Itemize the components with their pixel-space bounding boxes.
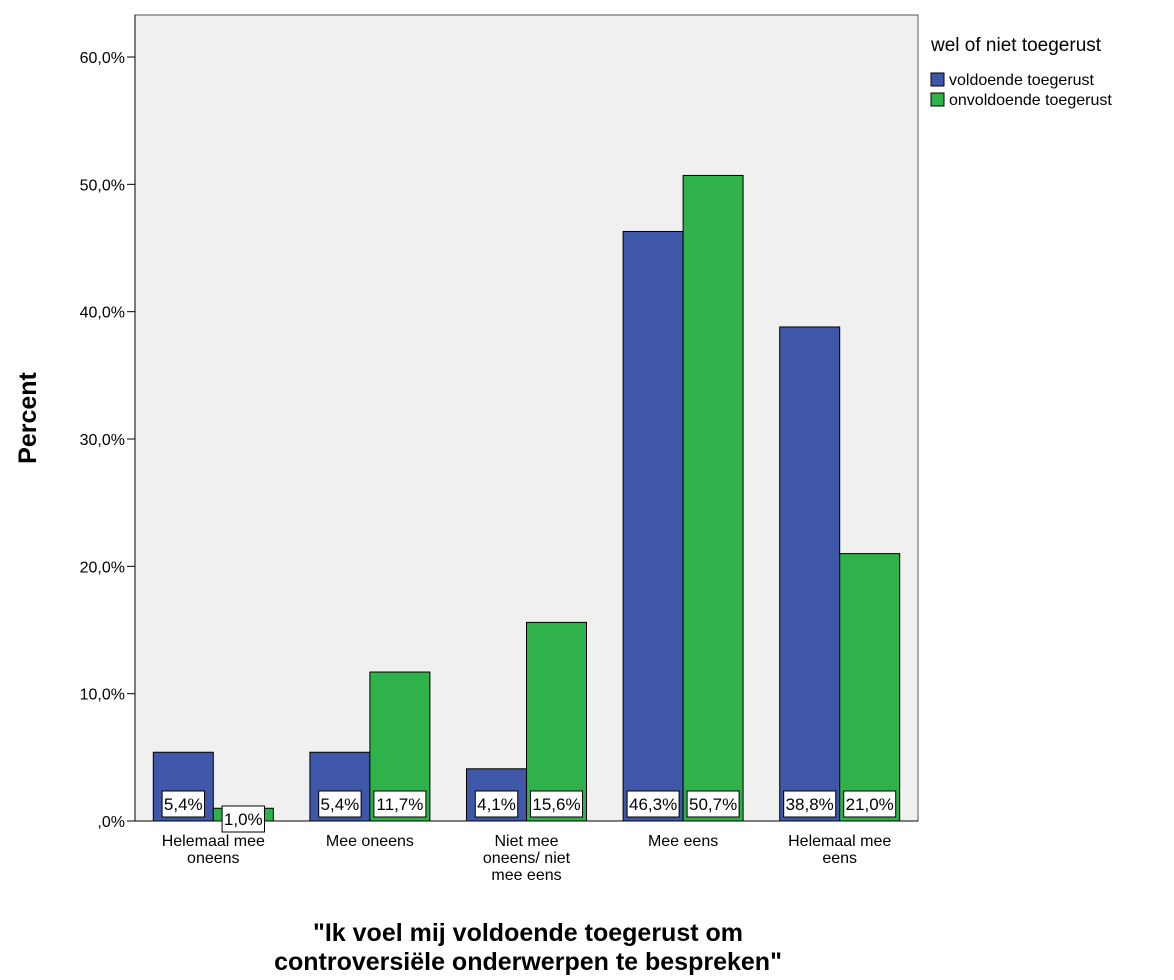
legend-label: voldoende toegerust [949,72,1095,89]
data-label: 38,8% [786,795,834,814]
bar-onvoldoende [682,174,744,822]
data-label-box [686,790,740,818]
data-label-box [626,790,680,818]
data-label-box [318,790,362,818]
data-label: 21,0% [846,795,894,814]
y-tick-label: 50,0% [80,177,125,194]
data-label-box [373,790,427,818]
x-category-label: oneens/ niet [483,850,571,867]
x-axis-title-line-2: controversiële onderwerpen te bespreken" [274,948,782,976]
data-label: 4,1% [477,795,516,814]
legend-swatch [930,92,945,107]
data-label-box [843,790,897,818]
legend-title: wel of niet toegerust [930,35,1102,56]
y-tick-label: 40,0% [80,305,125,322]
bar-voldoende [622,230,684,822]
y-ticks-layer: ,0% 10,0% 20,0% 30,0% 40,0% 50,0% 60,0% [80,50,135,831]
y-tick-label: 10,0% [80,687,125,704]
data-label-box [783,790,837,818]
y-tick-label: 20,0% [80,559,125,576]
data-label-box [221,805,266,833]
data-label: 15,6% [532,795,580,814]
x-category-label: Mee oneens [326,833,414,850]
data-label: 1,0% [224,810,263,829]
y-tick-label: 30,0% [80,432,125,449]
data-label-box [530,790,583,818]
data-label-box [474,790,519,818]
data-label: 50,7% [689,795,737,814]
x-category-label: eens [822,850,857,867]
data-label: 5,4% [164,795,203,814]
bar-onvoldoende [839,553,901,822]
x-category-label: oneens [187,850,240,867]
data-label-box [161,790,206,818]
data-label: 11,7% [376,795,423,814]
bar-voldoende [779,326,841,822]
legend-label: onvoldoende toegerust [949,92,1112,109]
y-axis-title: Percent [14,371,42,463]
legend-swatch [930,72,945,87]
x-category-label: Helemaal mee [162,833,265,850]
x-category-label: Helemaal mee [788,833,891,850]
y-tick-label: 60,0% [80,50,125,67]
data-labels-layer: 5,4% 1,0% 5,4% 11,7% 4,1% 15,6% 46,3% 50,7% 38,8… [161,790,897,833]
y-tick-label: ,0% [97,814,125,831]
x-category-label: mee eens [491,867,561,884]
legend: wel of niet toegerust voldoende toegerus… [930,35,1112,109]
data-label: 5,4% [321,795,360,814]
x-axis-title-line-1: "Ik voel mij voldoende toegerust om [313,919,743,947]
data-label: 46,3% [629,795,677,814]
x-category-label: Niet mee [494,833,558,850]
x-category-label: Mee eens [648,833,718,850]
